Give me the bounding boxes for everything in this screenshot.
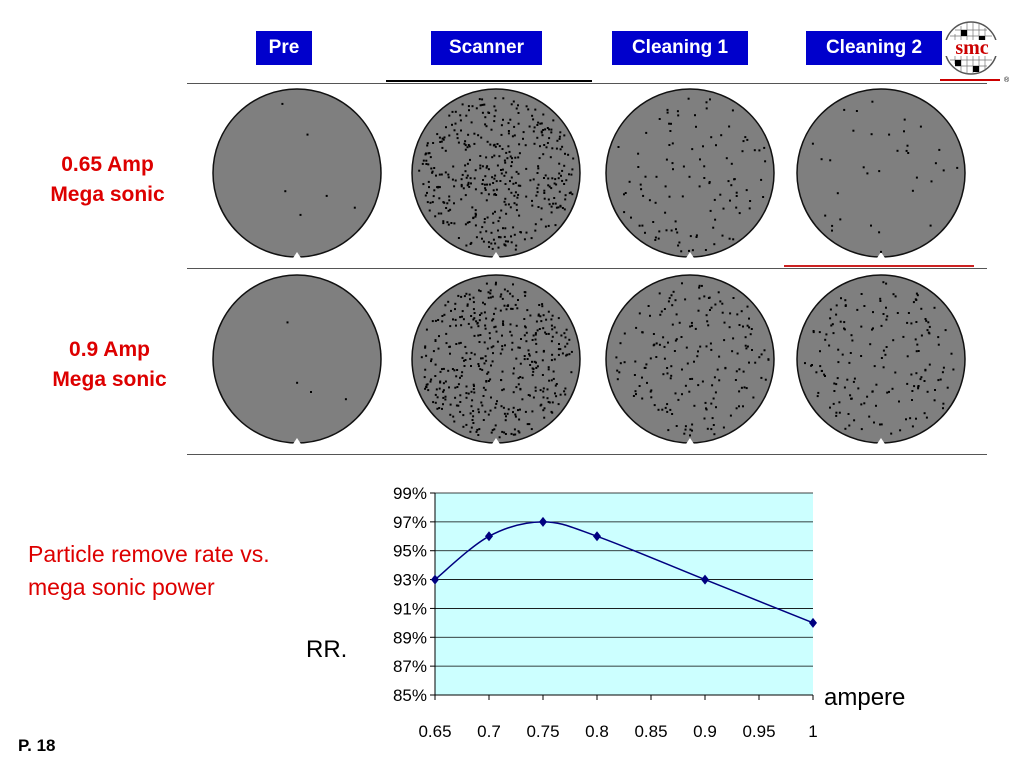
y-tick-label: 85% <box>393 686 427 705</box>
y-tick-label: 93% <box>393 571 427 590</box>
data-point-marker <box>809 617 817 628</box>
wafer-map-09-cleaning-2 <box>794 272 968 446</box>
row-label-09-line2: Mega sonic <box>52 368 167 391</box>
chart-caption: Particle remove rate vs. mega sonic powe… <box>28 538 358 604</box>
data-point-marker <box>485 531 493 542</box>
row-label-065-line2: Mega sonic <box>50 183 165 206</box>
row-label-065-line1: 0.65 Amp <box>61 153 154 176</box>
header-pre: Pre <box>256 31 312 65</box>
x-tick-label: 0.9 <box>693 722 717 741</box>
smc-logo: smc ® <box>938 18 1010 86</box>
data-point-marker <box>539 516 547 527</box>
row-label-065: 0.65 Amp Mega sonic <box>20 150 195 210</box>
y-tick-label: 89% <box>393 628 427 647</box>
wafer-map-065-pre <box>210 86 384 260</box>
grid-line-middle <box>187 268 987 269</box>
svg-text:®: ® <box>1004 76 1010 84</box>
logo-text: smc <box>955 37 988 59</box>
data-point-marker <box>701 574 709 585</box>
wafer-map-065-cleaning-2 <box>794 86 968 260</box>
x-tick-label: 0.8 <box>585 722 609 741</box>
header-scanner: Scanner <box>431 31 542 65</box>
y-tick-label: 95% <box>393 542 427 561</box>
header-underline <box>386 80 592 82</box>
x-tick-label: 0.7 <box>477 722 501 741</box>
highlight-line <box>784 265 974 267</box>
y-tick-label: 99% <box>393 484 427 503</box>
y-tick-label: 97% <box>393 513 427 532</box>
header-cleaning-2: Cleaning 2 <box>806 31 942 65</box>
x-tick-label: 0.65 <box>418 722 451 741</box>
smc-logo-graphic: smc ® <box>940 21 1010 84</box>
data-point-marker <box>593 531 601 542</box>
chart-caption-line1: Particle remove rate vs. <box>28 541 270 567</box>
x-axis-label: ampere <box>824 684 906 711</box>
x-tick-label: 0.95 <box>742 722 775 741</box>
chart-caption-line2: mega sonic power <box>28 574 215 600</box>
wafer-map-09-pre <box>210 272 384 446</box>
row-label-09: 0.9 Amp Mega sonic <box>22 335 197 395</box>
x-tick-label: 0.85 <box>634 722 667 741</box>
plot-area <box>435 493 813 695</box>
wafer-map-065-cleaning-1 <box>603 86 777 260</box>
row-label-09-line1: 0.9 Amp <box>69 338 150 361</box>
wafer-map-065-scanner <box>409 86 583 260</box>
grid-line-bottom <box>187 454 987 455</box>
page-number: P. 18 <box>18 736 56 755</box>
y-axis-label: RR. <box>306 636 348 663</box>
data-point-marker <box>431 574 439 585</box>
x-tick-label: 0.75 <box>526 722 559 741</box>
x-tick-label: 1 <box>808 722 817 741</box>
grid-line-top <box>187 83 987 84</box>
y-tick-label: 87% <box>393 657 427 676</box>
y-tick-label: 91% <box>393 599 427 618</box>
wafer-map-09-scanner <box>409 272 583 446</box>
header-cleaning-1: Cleaning 1 <box>612 31 748 65</box>
series-line <box>434 521 814 624</box>
wafer-map-09-cleaning-1 <box>603 272 777 446</box>
